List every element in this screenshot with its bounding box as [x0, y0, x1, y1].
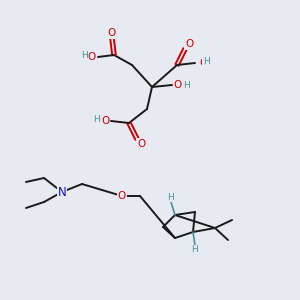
Text: O: O: [108, 28, 116, 38]
Text: H: H: [94, 115, 100, 124]
Text: N: N: [58, 185, 66, 199]
Text: O: O: [199, 58, 207, 68]
Text: O: O: [101, 116, 109, 126]
Text: H: H: [192, 245, 198, 254]
Text: O: O: [88, 52, 96, 62]
Text: H: H: [202, 58, 209, 67]
Text: O: O: [137, 139, 145, 149]
Text: O: O: [118, 191, 126, 201]
Text: O: O: [185, 39, 193, 49]
Text: H: H: [81, 50, 87, 59]
Text: O: O: [174, 80, 182, 90]
Text: H: H: [168, 193, 174, 202]
Text: H: H: [183, 82, 189, 91]
